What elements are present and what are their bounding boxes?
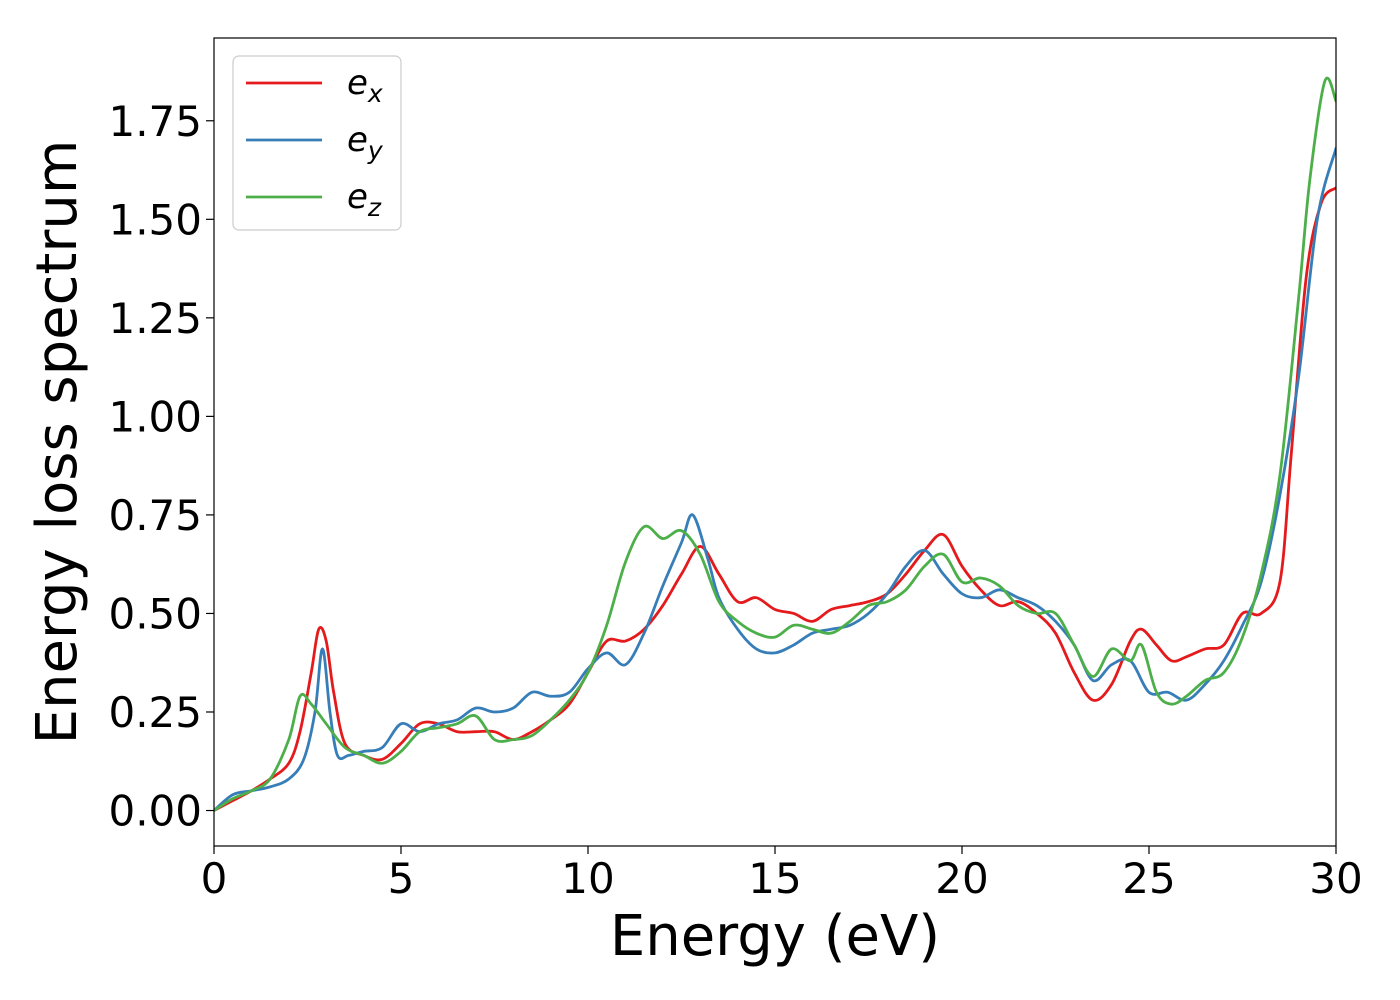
legend-label-subscript: y [367,136,384,165]
x-axis: 0 5 10 15 20 25 30 [201,846,1363,903]
legend-label-subscript: z [367,193,382,222]
y-tick-label: 1.00 [108,392,202,441]
legend-label-base: e [347,120,368,160]
series-line-z [214,76,1336,812]
legend-box [232,55,402,231]
legend-label-x: ex [347,63,383,108]
legend-label-y: ey [347,120,384,165]
y-tick-label: 0.75 [108,491,202,540]
y-tick-label: 1.50 [108,195,202,244]
x-tick-label: 0 [201,854,228,903]
y-axis-title: Energy loss spectrum [25,140,90,745]
x-tick-label: 10 [561,854,614,903]
x-tick-label: 15 [748,854,801,903]
y-tick-label: 1.75 [108,97,202,146]
y-tick-label: 0.00 [108,787,202,836]
x-tick-label: 5 [388,854,415,903]
y-axis: 0.00 0.25 0.50 0.75 1.00 1.25 1.50 1.75 [108,97,214,836]
legend-label-subscript: x [367,79,383,108]
series-layer [214,76,1336,812]
y-tick-label: 1.25 [108,294,202,343]
x-axis-title: Energy (eV) [610,904,940,969]
y-tick-label: 0.50 [108,589,202,638]
x-tick-label: 25 [1122,854,1175,903]
x-tick-label: 20 [935,854,988,903]
legend-label-base: e [347,63,368,103]
legend-label-base: e [347,177,368,217]
y-tick-label: 0.25 [108,688,202,737]
x-tick-label: 30 [1309,854,1362,903]
legend-label-z: ez [347,177,382,222]
